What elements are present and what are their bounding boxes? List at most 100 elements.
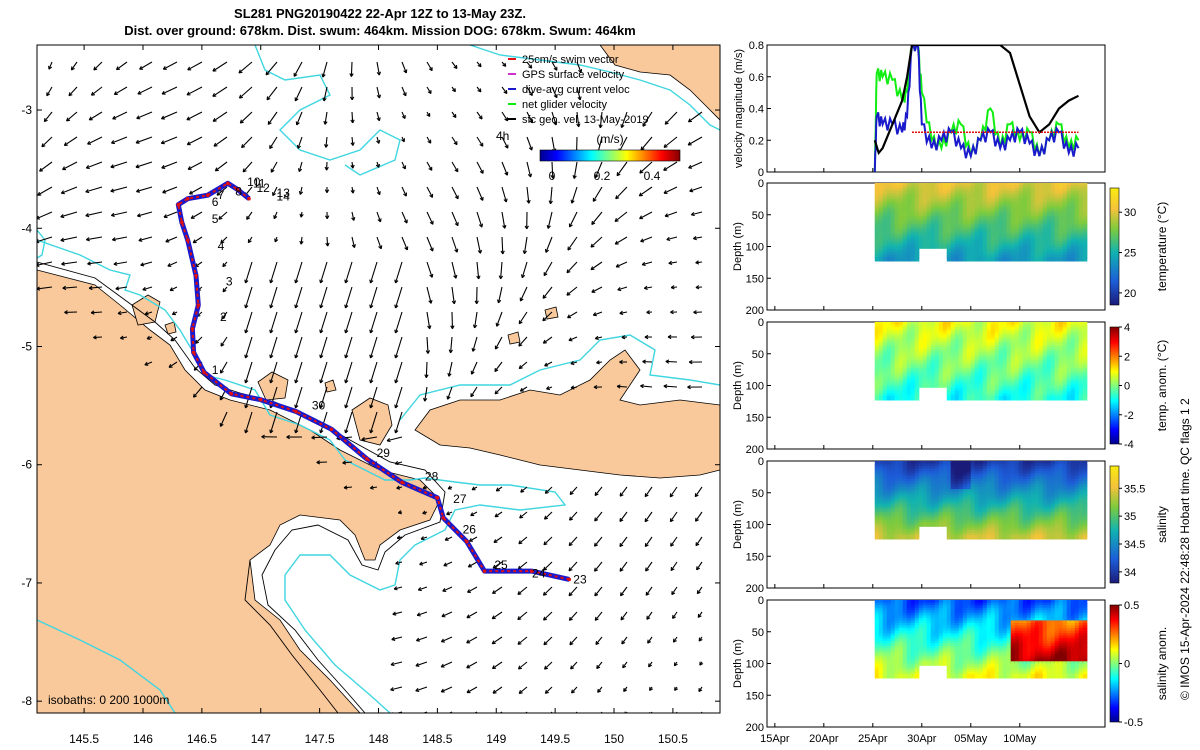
velocity-arrow-head bbox=[194, 368, 198, 371]
velocity-arrow-head bbox=[567, 248, 572, 251]
velocity-arrow-shaft bbox=[62, 286, 78, 289]
track-point bbox=[205, 193, 210, 197]
legend-label: dive-avg current veloc bbox=[522, 84, 630, 96]
velocity-arrow-head bbox=[617, 289, 622, 292]
velocity-arrow-head bbox=[220, 241, 225, 244]
velocity-arrow-shaft bbox=[187, 136, 203, 146]
velocity-arrow-shaft bbox=[138, 236, 153, 242]
heatmap-cell bbox=[1006, 257, 1012, 262]
velocity-arrow-head bbox=[295, 380, 299, 384]
heatmap-cell bbox=[994, 396, 1000, 401]
velocity-arrow-shaft bbox=[162, 186, 178, 194]
velocity-arrow-head bbox=[395, 430, 399, 434]
velocity-arrow-head bbox=[316, 461, 321, 465]
velocity-arrow-shaft bbox=[165, 236, 178, 243]
velocity-arrow-shaft bbox=[466, 661, 478, 669]
legend-label: sfc geo. vel. 13-May-2019 bbox=[522, 114, 649, 126]
velocity-arrow-head bbox=[379, 191, 381, 195]
velocity-arrow-head bbox=[392, 613, 397, 616]
heatmap-cell bbox=[878, 396, 884, 401]
velocity-arrow-head bbox=[345, 330, 349, 334]
heatmap-cell bbox=[922, 244, 928, 249]
velocity-arrow-shaft bbox=[526, 136, 533, 151]
heatmap-cell bbox=[1042, 396, 1048, 401]
velocity-arrow-head bbox=[542, 319, 547, 322]
velocity-arrow-head bbox=[352, 164, 355, 169]
velocity-arrow-shaft bbox=[326, 236, 329, 247]
velocity-arrow-shaft bbox=[269, 286, 278, 309]
velocity-arrow-head bbox=[138, 240, 143, 242]
velocity-arrow-head bbox=[519, 692, 523, 694]
velocity-arrow-head bbox=[547, 225, 551, 229]
velocity-arrow-head bbox=[528, 199, 531, 204]
velocity-arrow-shaft bbox=[37, 211, 53, 220]
velocity-arrow-head bbox=[456, 248, 459, 253]
velocity-arrow-shaft bbox=[294, 86, 303, 102]
map-side-label: 4h bbox=[496, 129, 509, 143]
heatmap-cell bbox=[962, 257, 968, 262]
velocity-arrow-head bbox=[325, 144, 329, 148]
heatmap-cell bbox=[894, 396, 900, 401]
velocity-arrow-shaft bbox=[401, 161, 406, 170]
velocity-arrow-shaft bbox=[87, 261, 103, 265]
velocity-arrow-shaft bbox=[324, 111, 328, 125]
velocity-arrow-head bbox=[220, 423, 224, 427]
heatmap-cell bbox=[998, 396, 1004, 401]
cbar-tick-label: 4 bbox=[1124, 322, 1130, 334]
velocity-arrow-shaft bbox=[551, 61, 558, 71]
velocity-arrow-head bbox=[351, 96, 355, 101]
map-xtick-label: 150 bbox=[604, 732, 624, 746]
velocity-arrow-shaft bbox=[526, 61, 533, 69]
velocity-arrow-shaft bbox=[441, 686, 453, 693]
track-point bbox=[180, 220, 184, 225]
velocity-arrow-head bbox=[324, 121, 328, 125]
map-xtick-label: 146 bbox=[133, 732, 153, 746]
velocity-arrow-shaft bbox=[218, 211, 228, 220]
heatmap-cell bbox=[970, 396, 976, 401]
velocity-arrow-shaft bbox=[37, 186, 53, 196]
velocity-arrow-head bbox=[112, 239, 116, 242]
velocity-arrow-head bbox=[193, 395, 197, 398]
velocity-arrow-head bbox=[517, 618, 522, 621]
velocity-arrow-shaft bbox=[110, 186, 128, 192]
velocity-arrow-shaft bbox=[576, 111, 580, 127]
heatmap-cell bbox=[1034, 257, 1040, 262]
velocity-arrow-shaft bbox=[186, 86, 203, 96]
day-label: 29 bbox=[377, 446, 391, 460]
velocity-arrow-shaft bbox=[62, 161, 78, 171]
velocity-arrow-head bbox=[518, 667, 522, 670]
velocity-arrow-shaft bbox=[163, 61, 178, 70]
velocity-arrow-head bbox=[295, 305, 299, 309]
heatmap-cell bbox=[946, 396, 952, 401]
heatmap-cell bbox=[982, 396, 988, 401]
velocity-arrow-shaft bbox=[426, 311, 431, 329]
velocity-arrow-shaft bbox=[350, 61, 353, 77]
land-new-britain bbox=[414, 349, 720, 479]
heatmap-cell bbox=[930, 244, 936, 249]
velocity-arrow-head bbox=[417, 614, 421, 617]
velocity-arrow-head bbox=[241, 146, 246, 149]
velocity-arrow-head bbox=[48, 66, 53, 70]
velocity-arrow-head bbox=[345, 405, 349, 409]
legend-label: net glider velocity bbox=[522, 99, 607, 111]
velocity-arrow-head bbox=[450, 349, 453, 354]
depth-tick-label: 0 bbox=[758, 178, 764, 190]
velocity-arrow-shaft bbox=[111, 211, 128, 217]
velocity-arrow-head bbox=[353, 216, 356, 221]
velocity-arrow-head bbox=[268, 122, 272, 125]
velocity-arrow-head bbox=[416, 640, 420, 642]
velocity-arrow-shaft bbox=[111, 136, 128, 144]
velocity-arrow-shaft bbox=[426, 286, 432, 304]
velocity-arrow-head bbox=[195, 341, 199, 344]
velocity-arrow-shaft bbox=[440, 661, 453, 668]
velocity-arrow-head bbox=[295, 430, 299, 434]
heatmap-cell bbox=[1062, 257, 1068, 262]
velocity-arrow-shaft bbox=[212, 61, 228, 72]
heatmap-cell bbox=[1046, 257, 1052, 262]
velocity-arrow-shaft bbox=[161, 136, 178, 144]
velocity-arrow-shaft bbox=[493, 536, 503, 543]
velocity-arrow-head bbox=[476, 300, 479, 305]
velocity-arrow-shaft bbox=[319, 361, 328, 384]
velocity-arrow-head bbox=[300, 214, 304, 218]
velocity-arrow-shaft bbox=[351, 236, 356, 248]
